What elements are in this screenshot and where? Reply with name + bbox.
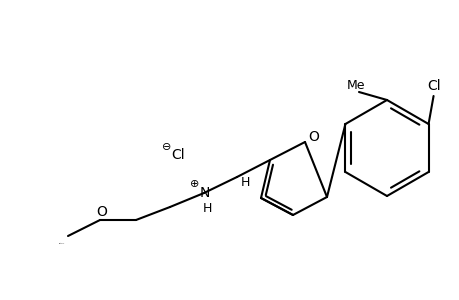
Text: Cl: Cl	[171, 148, 185, 162]
Text: methoxy: methoxy	[59, 242, 65, 244]
Text: H: H	[240, 176, 249, 188]
Text: ⊕: ⊕	[190, 179, 199, 189]
Text: Cl: Cl	[426, 79, 439, 93]
Text: O: O	[96, 205, 107, 219]
Text: H: H	[202, 202, 211, 214]
Text: Me: Me	[346, 79, 364, 92]
Text: O: O	[308, 130, 319, 144]
Text: N: N	[199, 186, 210, 200]
Text: ⊖: ⊖	[162, 142, 171, 152]
